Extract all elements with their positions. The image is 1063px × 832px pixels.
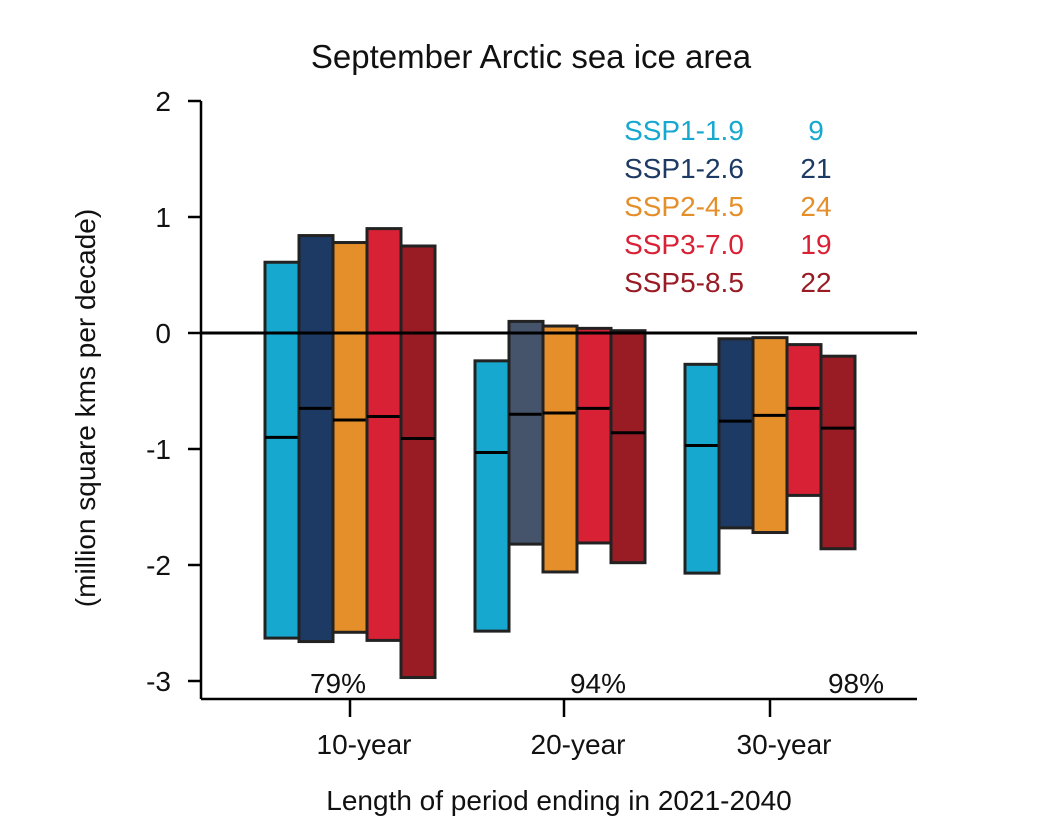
bar-10-year-SSP1-2.6	[297, 234, 335, 644]
legend-label-SSP1-2.6: SSP1-2.6	[624, 153, 744, 184]
legend-count-SSP1-2.6: 21	[800, 153, 831, 184]
legend-label-SSP5-8.5: SSP5-8.5	[624, 267, 744, 298]
y-axis-label: (million square kms per decade)	[70, 209, 101, 607]
bar-30-year-SSP1-2.6	[717, 337, 755, 530]
bar-20-year-SSP1-1.9	[473, 359, 511, 633]
y-tick-label: 2	[155, 86, 171, 117]
y-tick-label: 1	[155, 202, 171, 233]
x-axis-label: Length of period ending in 2021-2040	[326, 785, 792, 816]
y-tick-label: 0	[155, 318, 171, 349]
x-tick-label: 10-year	[317, 729, 412, 760]
legend-count-SSP3-7.0: 19	[800, 229, 831, 260]
bar-10-year-SSP3-7.0	[365, 227, 403, 642]
bar-20-year-SSP2-4.5	[541, 324, 579, 574]
y-tick-label: -2	[146, 550, 171, 581]
legend-label-SSP1-1.9: SSP1-1.9	[624, 115, 744, 146]
chart-title: September Arctic sea ice area	[311, 38, 752, 75]
bar-20-year-SSP5-8.5	[609, 329, 647, 565]
bar-20-year-SSP3-7.0	[575, 326, 613, 545]
legend-count-SSP5-8.5: 22	[800, 267, 831, 298]
bar-10-year-SSP5-8.5	[399, 244, 437, 680]
bar-30-year-SSP5-8.5	[819, 354, 857, 551]
bars-layer	[263, 227, 857, 680]
percent-annotation: 98%	[828, 668, 884, 699]
y-tick-label: -3	[146, 666, 171, 697]
bar-30-year-SSP1-1.9	[683, 362, 721, 575]
legend-count-SSP1-1.9: 9	[808, 115, 824, 146]
percent-annotation: 94%	[570, 668, 626, 699]
bar-30-year-SSP3-7.0	[785, 343, 823, 497]
legend: SSP1-1.9 9 SSP1-2.6 21 SSP2-4.5 24 SSP3-7.0 19 S…	[624, 115, 832, 298]
legend-label-SSP2-4.5: SSP2-4.5	[624, 191, 744, 222]
bar-20-year-SSP1-2.6	[507, 319, 545, 546]
percent-annotation: 79%	[310, 668, 366, 699]
x-tick-label: 30-year	[737, 729, 832, 760]
x-tick-label: 20-year	[531, 729, 626, 760]
bar-10-year-SSP2-4.5	[331, 241, 369, 634]
bar-30-year-SSP2-4.5	[751, 336, 789, 535]
bar-10-year-SSP1-1.9	[263, 260, 301, 640]
y-tick-label: -1	[146, 434, 171, 465]
legend-label-SSP3-7.0: SSP3-7.0	[624, 229, 744, 260]
legend-count-SSP2-4.5: 24	[800, 191, 831, 222]
